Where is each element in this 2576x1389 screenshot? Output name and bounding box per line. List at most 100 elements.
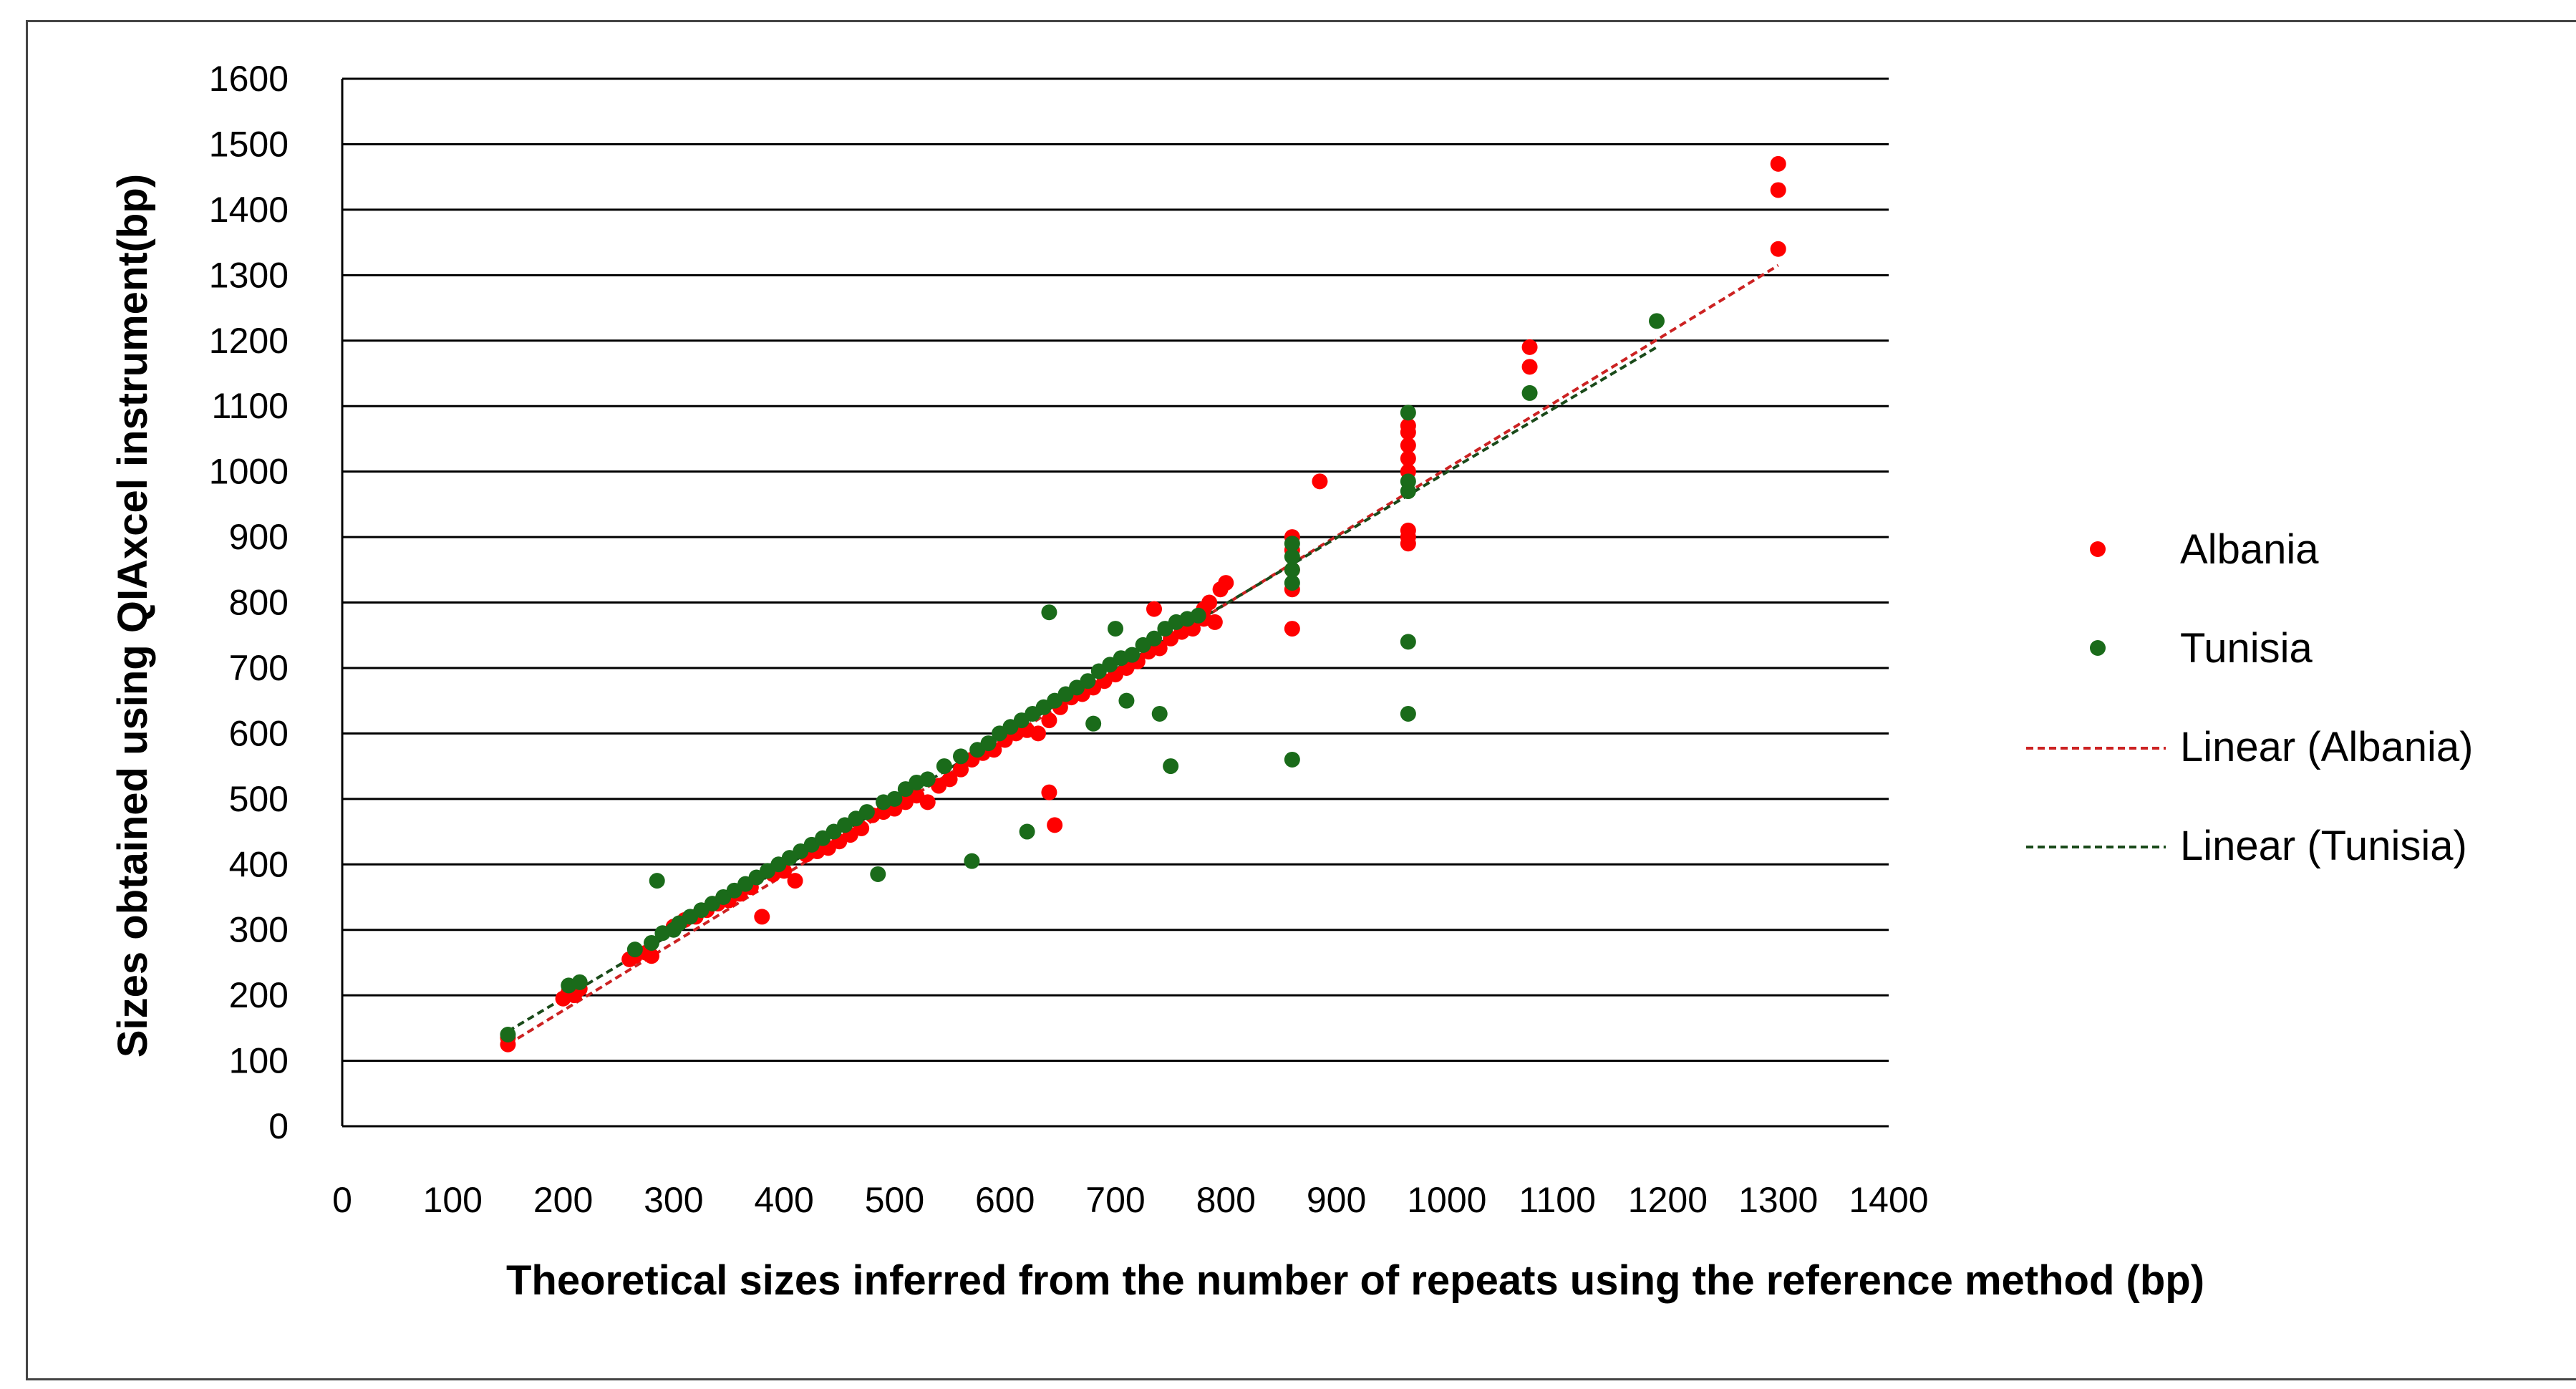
- y-tick-label: 1400: [209, 190, 289, 230]
- point-tunisia: [1400, 634, 1416, 650]
- point-albania: [1521, 359, 1538, 375]
- y-tick-label: 1300: [209, 255, 289, 295]
- y-tick-label: 1200: [209, 321, 289, 361]
- point-tunisia: [1151, 705, 1168, 722]
- y-tick-label: 200: [229, 975, 289, 1015]
- x-tick-label: 400: [754, 1180, 813, 1220]
- point-albania: [1770, 241, 1786, 257]
- legend-tunisia-marker: [2090, 640, 2106, 656]
- point-albania: [1041, 712, 1057, 729]
- point-tunisia: [964, 853, 980, 869]
- x-tick-label: 1400: [1849, 1180, 1928, 1220]
- x-axis-label: Theoretical sizes inferred from the numb…: [506, 1257, 2204, 1304]
- point-albania: [1284, 621, 1300, 637]
- point-albania: [787, 873, 803, 889]
- gridlines: [341, 77, 1889, 1128]
- y-tick-label: 400: [229, 844, 289, 884]
- point-albania: [1201, 594, 1218, 611]
- point-tunisia: [1400, 705, 1416, 722]
- point-albania: [1312, 473, 1328, 490]
- y-tick-label: 700: [229, 648, 289, 688]
- point-tunisia: [936, 758, 952, 775]
- point-albania: [1400, 437, 1416, 454]
- y-tick-label: 800: [229, 583, 289, 623]
- x-tick-label: 1100: [1519, 1180, 1596, 1220]
- point-tunisia: [644, 934, 659, 951]
- y-tick-label: 0: [268, 1106, 289, 1146]
- legend-linear-tunisia-label: Linear (Tunisia): [2180, 823, 2467, 869]
- x-tick-label: 700: [1085, 1180, 1145, 1220]
- y-tick-label: 100: [229, 1041, 289, 1081]
- point-tunisia: [1146, 630, 1162, 647]
- point-albania: [953, 761, 969, 778]
- legend-linear-albania-label: Linear (Albania): [2180, 724, 2473, 770]
- point-tunisia: [953, 748, 969, 765]
- x-tick-label: 1300: [1738, 1180, 1818, 1220]
- point-albania: [754, 909, 770, 925]
- x-tick-label: 200: [533, 1180, 593, 1220]
- point-albania: [1206, 614, 1223, 630]
- point-tunisia: [1085, 715, 1102, 732]
- y-tick-label: 1000: [209, 452, 289, 492]
- point-tunisia: [1521, 384, 1538, 401]
- point-tunisia: [1163, 758, 1179, 775]
- x-tick-label: 1200: [1628, 1180, 1708, 1220]
- x-tick-label: 0: [332, 1180, 352, 1220]
- y-tick-label: 900: [229, 517, 289, 557]
- legend-tunisia-label: Tunisia: [2180, 625, 2313, 672]
- point-albania: [1047, 817, 1063, 833]
- point-albania: [941, 771, 958, 788]
- data-points: [500, 155, 1786, 1052]
- point-tunisia: [980, 735, 997, 752]
- x-tick-label: 800: [1196, 1180, 1256, 1220]
- y-axis-label: Sizes obtained using QIAxcel instrument(…: [110, 174, 156, 1058]
- point-albania: [1030, 725, 1046, 742]
- y-tick-labels: 0 100 200 300 400 500 600 700 800 900 1000 1100 1200…: [209, 59, 289, 1146]
- x-tick-label: 1000: [1407, 1180, 1486, 1220]
- point-tunisia: [1649, 313, 1665, 329]
- point-tunisia: [886, 790, 903, 807]
- point-tunisia: [649, 873, 665, 889]
- y-tick-label: 1500: [209, 124, 289, 164]
- x-tick-label: 300: [644, 1180, 703, 1220]
- point-tunisia: [1041, 604, 1057, 621]
- point-tunisia: [1124, 647, 1141, 663]
- point-tunisia: [1400, 473, 1416, 490]
- point-albania: [1521, 339, 1538, 355]
- point-albania: [1146, 601, 1162, 617]
- point-albania: [1218, 575, 1234, 591]
- point-tunisia: [919, 771, 936, 788]
- point-tunisia: [1118, 692, 1135, 709]
- point-tunisia: [1284, 536, 1300, 552]
- point-tunisia: [1019, 823, 1035, 840]
- y-tick-label: 500: [229, 779, 289, 819]
- point-albania: [644, 948, 659, 964]
- point-tunisia: [571, 974, 588, 990]
- point-tunisia: [1400, 405, 1416, 421]
- y-tick-label: 1100: [211, 386, 289, 426]
- point-albania: [1770, 155, 1786, 172]
- legend-albania-label: Albania: [2180, 526, 2319, 573]
- point-tunisia: [870, 866, 886, 882]
- x-tick-label: 600: [975, 1180, 1035, 1220]
- point-albania: [1770, 182, 1786, 198]
- x-tick-label: 900: [1307, 1180, 1366, 1220]
- point-tunisia: [1284, 548, 1300, 565]
- point-tunisia: [1190, 607, 1206, 624]
- point-tunisia: [1108, 621, 1123, 637]
- point-tunisia: [1284, 561, 1300, 578]
- point-tunisia: [1284, 751, 1300, 768]
- point-albania: [1400, 417, 1416, 434]
- point-albania: [1400, 522, 1416, 538]
- x-tick-labels: 0 100 200 300 400 500 600 700 800 900 1000 1100 1200…: [332, 1180, 1929, 1220]
- legend-albania-marker: [2090, 541, 2106, 557]
- point-tunisia: [858, 804, 875, 821]
- point-tunisia: [1080, 673, 1096, 689]
- x-tick-label: 500: [865, 1180, 924, 1220]
- y-tick-label: 600: [229, 713, 289, 753]
- y-tick-label: 1600: [209, 59, 289, 99]
- x-tick-label: 100: [423, 1180, 483, 1220]
- point-albania: [1041, 784, 1057, 800]
- chart-frame: [26, 20, 2576, 1380]
